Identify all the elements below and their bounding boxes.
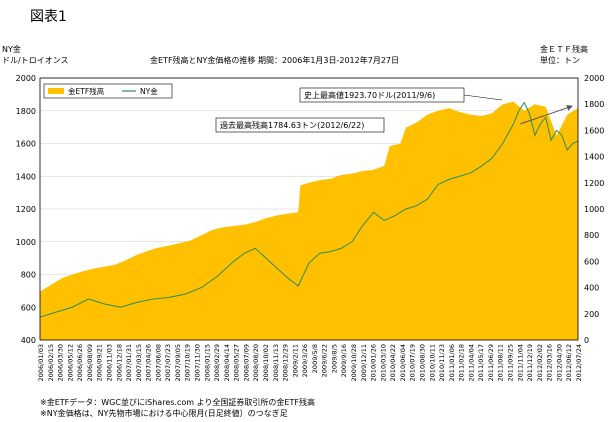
annotation-ath-etf-box <box>215 117 385 133</box>
x-tick-label: 2011/08/11 <box>497 344 505 381</box>
x-tick-label: 2008/02/29 <box>213 344 221 381</box>
annotation-ath-price-leader <box>463 94 503 101</box>
x-tick-label: 2008/12/29 <box>282 344 290 381</box>
right-tick-label: 1800 <box>584 100 604 109</box>
annotation-ath-etf: 過去最高残高1784.63トン(2012/6/22) <box>220 120 364 130</box>
left-tick-label: 400 <box>21 336 36 345</box>
x-tick-label: 2008/10/02 <box>262 344 270 381</box>
x-tick-label: 2010/08/30 <box>418 344 426 381</box>
x-tick-label: 2008/07/09 <box>242 344 250 381</box>
right-tick-label: 200 <box>584 310 599 319</box>
x-tick-label: 2010/11/23 <box>438 344 446 381</box>
left-tick-label: 1400 <box>16 172 36 181</box>
x-tick-label: 2007/01/31 <box>125 344 133 381</box>
x-tick-label: 2010/10/11 <box>428 344 436 381</box>
left-tick-label: 1000 <box>16 238 36 247</box>
x-tick-label: 2007/10/19 <box>184 344 192 381</box>
right-axis-title-line2: 単位：トン <box>540 56 580 65</box>
x-tick-label: 2011/01/06 <box>448 344 456 381</box>
figure-label: 図表1 <box>30 9 67 25</box>
x-tick-label: 2006/06/26 <box>76 344 84 381</box>
x-tick-label: 2011/04/04 <box>467 344 475 381</box>
x-tick-label: 2010/06/04 <box>399 344 407 381</box>
x-tick-label: 2006/03/30 <box>57 344 65 381</box>
x-tick-label: 2009/5/8 <box>311 344 319 373</box>
legend-box <box>43 83 173 99</box>
note-etf-source: ※金ETFデータ：WGC並びにiShares.com より全国証券取引所の金ET… <box>40 398 315 407</box>
x-tick-label: 2012/04/30 <box>555 344 563 381</box>
left-axis-title: NY金 ドル/トロイオンス <box>2 44 69 66</box>
x-tick-label: 2011/09/25 <box>507 344 515 381</box>
x-tick-label: 2007/09/05 <box>174 344 182 381</box>
right-axis-title-line1: 金ＥＴＦ残高 <box>540 45 588 54</box>
x-tick-label: 2011/05/17 <box>477 344 485 381</box>
right-tick-label: 2000 <box>584 74 604 83</box>
annotation-ath-price: 史上最高値1923.70ドル(2011/9/6) <box>304 90 435 100</box>
x-tick-label: 2007/04/26 <box>145 344 153 381</box>
x-tick-label: 2011/11/04 <box>516 344 524 381</box>
left-tick-label: 600 <box>21 303 36 312</box>
chart-title: 金ETF残高とNY金価格の推移 期間：2006年1月3日-2012年7月27日 <box>150 56 400 65</box>
left-tick-label: 1800 <box>16 107 36 116</box>
x-tick-label: 2006/05/12 <box>66 344 74 381</box>
legend-label-etf: 金ETF残高 <box>68 86 105 96</box>
x-tick-label: 2008/04/14 <box>223 344 231 381</box>
plot-frame <box>39 77 579 341</box>
x-tick-label: 2006/02/15 <box>47 344 55 381</box>
x-tick-label: 2012/06/12 <box>565 344 573 381</box>
right-tick-label: 800 <box>584 231 599 240</box>
right-axis-title: 金ＥＴＦ残高 単位：トン <box>540 44 588 66</box>
x-tick-label: 2011/12/19 <box>526 344 534 381</box>
left-tick-label: 1600 <box>16 140 36 149</box>
trend-arrow <box>520 104 573 125</box>
x-tick-label: 2009/8/5 <box>330 344 338 373</box>
x-tick-label: 2007/11/30 <box>194 344 202 381</box>
x-tick-label: 2012/03/16 <box>546 344 554 381</box>
left-tick-label: 2000 <box>16 74 36 83</box>
right-tick-label: 1000 <box>584 205 604 214</box>
left-tick-label: 800 <box>21 271 36 280</box>
right-tick-label: 1200 <box>584 179 604 188</box>
x-tick-label: 2012/07/24 <box>575 344 583 381</box>
right-tick-label: 0 <box>584 336 589 345</box>
right-tick-label: 1600 <box>584 126 604 135</box>
note-price-source: ※NY金価格は、NY先物市場における中心限月(日足終値）のつなぎ足 <box>40 409 288 418</box>
x-tick-label: 2008/08/20 <box>252 344 260 381</box>
x-tick-label: 2009/6/22 <box>321 344 329 377</box>
left-axis-title-line2: ドル/トロイオンス <box>2 56 69 65</box>
x-tick-label: 2008/01/15 <box>203 344 211 381</box>
etf-area <box>40 101 578 340</box>
x-tick-label: 2006/12/18 <box>115 344 123 381</box>
x-tick-label: 2009/9/16 <box>340 344 348 377</box>
x-tick-label: 2012/02/02 <box>536 344 544 381</box>
x-tick-label: 2006/01/03 <box>37 344 45 381</box>
x-tick-label: 2007/06/08 <box>154 344 162 381</box>
x-tick-label: 2008/05/27 <box>233 344 241 381</box>
x-tick-label: 2009/10/28 <box>350 344 358 381</box>
x-tick-label: 2009/12/11 <box>360 344 368 381</box>
legend-label-price: NY金 <box>140 86 158 96</box>
x-tick-label: 2009/2/11 <box>291 344 299 377</box>
price-line <box>39 101 579 318</box>
left-tick-label: 1200 <box>16 205 36 214</box>
x-tick-label: 2007/07/23 <box>164 344 172 381</box>
x-tick-label: 2008/11/13 <box>272 344 280 381</box>
legend-swatch-etf <box>48 88 64 94</box>
x-tick-label: 2006/08/09 <box>86 344 94 381</box>
x-tick-label: 2006/09/21 <box>96 344 104 381</box>
x-tick-label: 2010/07/19 <box>409 344 417 381</box>
x-tick-label: 2010/04/22 <box>389 344 397 381</box>
x-tick-label: 2009/3/26 <box>301 344 309 377</box>
right-tick-label: 600 <box>584 257 599 266</box>
x-tick-label: 2011/06/29 <box>487 344 495 381</box>
x-tick-label: 2010/03/10 <box>379 344 387 381</box>
left-axis-title-line1: NY金 <box>2 45 21 54</box>
x-tick-label: 2006/11/03 <box>105 344 113 381</box>
x-tick-label: 2010/01/26 <box>370 344 378 381</box>
x-tick-label: 2007/03/15 <box>135 344 143 381</box>
x-tick-label: 2011/02/18 <box>458 344 466 381</box>
right-tick-label: 1400 <box>584 153 604 162</box>
right-tick-label: 400 <box>584 284 599 293</box>
